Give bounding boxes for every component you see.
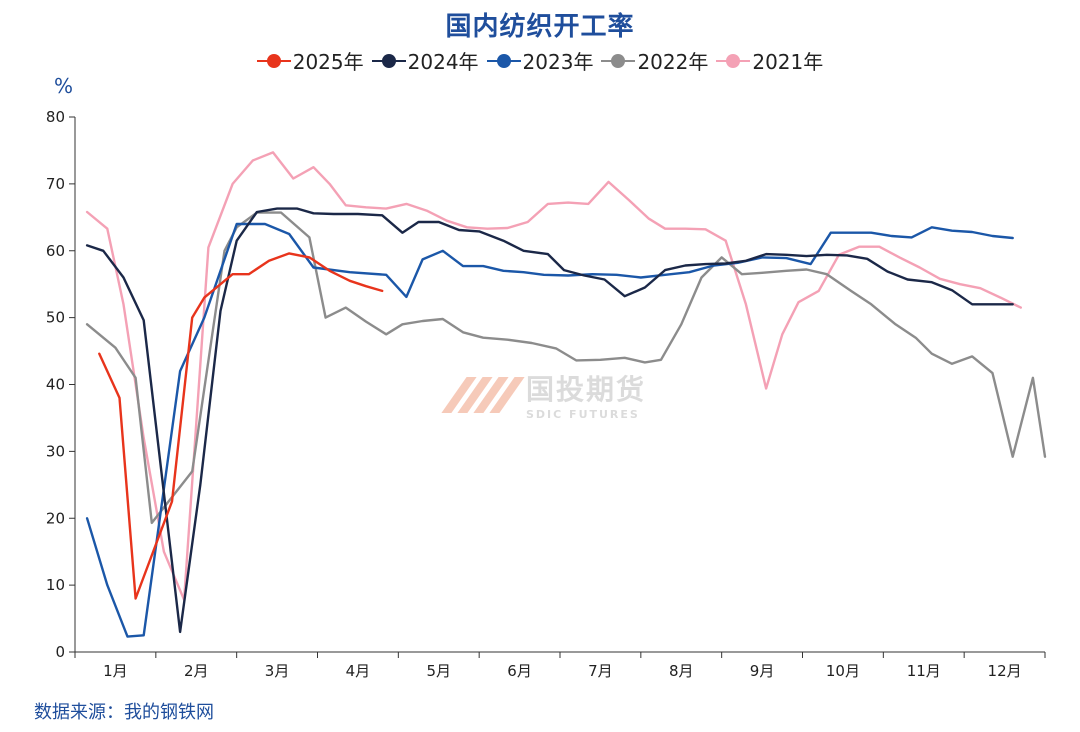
x-tick-label: 9月 [750, 662, 775, 680]
legend-item: 2023年 [486, 46, 594, 75]
x-tick-label: 7月 [588, 662, 613, 680]
y-axis-unit: % [54, 74, 74, 98]
y-tick-label: 0 [55, 643, 65, 661]
watermark-logo: 国投期货 SDIC FUTURES [440, 368, 646, 421]
legend-marker-icon [371, 51, 406, 71]
legend-item: 2024年 [371, 46, 479, 75]
y-tick-label: 10 [46, 576, 65, 594]
legend-marker-icon [486, 51, 521, 71]
legend: 2025年 2024年 2023年 2022年 2021年 [0, 46, 1080, 75]
legend-label: 2022年 [637, 50, 709, 74]
legend-label: 2025年 [292, 50, 364, 74]
y-tick-label: 80 [46, 108, 65, 126]
x-tick-label: 12月 [988, 662, 1022, 680]
y-tick-label: 20 [46, 509, 65, 527]
x-tick-label: 6月 [507, 662, 532, 680]
y-tick-label: 50 [46, 309, 65, 327]
legend-label: 2021年 [752, 50, 824, 74]
watermark-text-en: SDIC FUTURES [526, 408, 640, 421]
x-tick-label: 1月 [103, 662, 128, 680]
watermark-text-cn: 国投期货 [526, 373, 647, 406]
chart-title: 国内纺织开工率 [445, 12, 635, 42]
watermark-stripes-icon [440, 373, 525, 417]
legend-item: 2025年 [256, 46, 364, 75]
x-tick-label: 2月 [184, 662, 209, 680]
legend-item: 2022年 [601, 46, 708, 75]
y-tick-label: 60 [46, 242, 65, 260]
legend-label: 2024年 [407, 50, 479, 74]
x-tick-label: 11月 [907, 662, 941, 680]
series-line-2023 [85, 222, 1014, 638]
legend-marker-icon [716, 51, 751, 71]
x-tick-label: 5月 [426, 662, 451, 680]
x-tick-label: 8月 [669, 662, 694, 680]
legend-marker-icon [256, 51, 291, 71]
y-tick-label: 30 [46, 442, 65, 460]
series-line-2025 [98, 252, 384, 600]
series-line-2022 [85, 211, 1047, 525]
x-tick-label: 4月 [346, 662, 371, 680]
legend-marker-icon [601, 51, 636, 71]
series-line-2021 [85, 151, 1022, 601]
source-note: 数据来源：我的钢铁网 [34, 702, 214, 723]
legend-item: 2021年 [716, 46, 823, 75]
y-tick-label: 40 [46, 376, 65, 394]
y-tick-label: 70 [46, 175, 65, 193]
x-tick-label: 10月 [826, 662, 860, 680]
x-tick-label: 3月 [265, 662, 290, 680]
series-line-2024 [85, 207, 1014, 634]
legend-label: 2023年 [522, 50, 594, 74]
